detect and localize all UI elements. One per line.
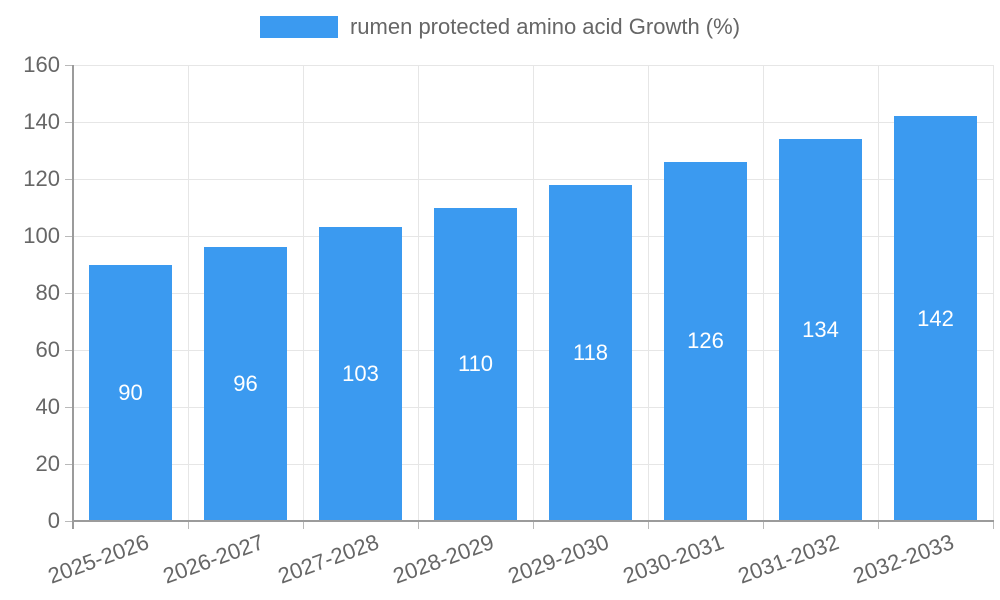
y-axis-tick-label: 120 [23,166,60,191]
y-axis-tick-label: 160 [23,52,60,77]
x-tick-mark [762,522,764,529]
bar[interactable] [779,139,862,520]
x-gridline [877,65,879,521]
bar[interactable] [204,247,287,520]
y-axis-tick-label: 0 [47,508,60,533]
x-gridline [992,65,994,521]
y-tick-mark [65,64,72,66]
x-axis-line [73,520,994,522]
legend-label: rumen protected amino acid Growth (%) [349,14,741,39]
y-tick-mark [65,406,72,408]
x-tick-mark [647,522,649,529]
x-tick-mark [532,522,534,529]
x-gridline [762,65,764,521]
y-axis-tick-label: 80 [35,280,60,305]
y-tick-mark [65,349,72,351]
x-axis-tick-label: 2032-2033 [849,529,958,589]
x-axis-tick-label: 2025-2026 [44,529,153,589]
x-axis-tick-label: 2030-2031 [619,529,728,589]
y-axis-tick-label: 60 [35,337,60,362]
legend[interactable]: rumen protected amino acid Growth (%) [0,16,1000,38]
x-gridline [187,65,189,521]
x-gridline [647,65,649,521]
x-gridline [302,65,304,521]
x-axis-tick-label: 2027-2028 [274,529,383,589]
y-axis-tick-label: 100 [23,223,60,248]
x-tick-mark [417,522,419,529]
x-tick-mark [187,522,189,529]
x-axis-tick-label: 2029-2030 [504,529,613,589]
y-axis-line [72,65,74,529]
x-gridline [532,65,534,521]
y-tick-mark [65,121,72,123]
x-axis-tick-label: 2028-2029 [389,529,498,589]
legend-swatch [259,16,338,38]
x-gridline [417,65,419,521]
x-tick-mark [992,522,994,529]
x-tick-mark [302,522,304,529]
bar[interactable] [664,161,747,520]
bar[interactable] [319,227,402,520]
bar[interactable] [434,207,517,520]
bar[interactable] [89,264,172,520]
y-axis-tick-label: 40 [35,394,60,419]
y-tick-mark [65,463,72,465]
y-axis-tick-label: 140 [23,109,60,134]
x-axis-tick-label: 2031-2032 [734,529,843,589]
y-axis-tick-label: 20 [35,451,60,476]
y-tick-mark [65,292,72,294]
x-tick-mark [877,522,879,529]
bar[interactable] [894,116,977,520]
y-tick-mark [65,520,72,522]
y-tick-mark [65,178,72,180]
y-tick-mark [65,235,72,237]
bar[interactable] [549,184,632,520]
x-axis-tick-label: 2026-2027 [159,529,268,589]
